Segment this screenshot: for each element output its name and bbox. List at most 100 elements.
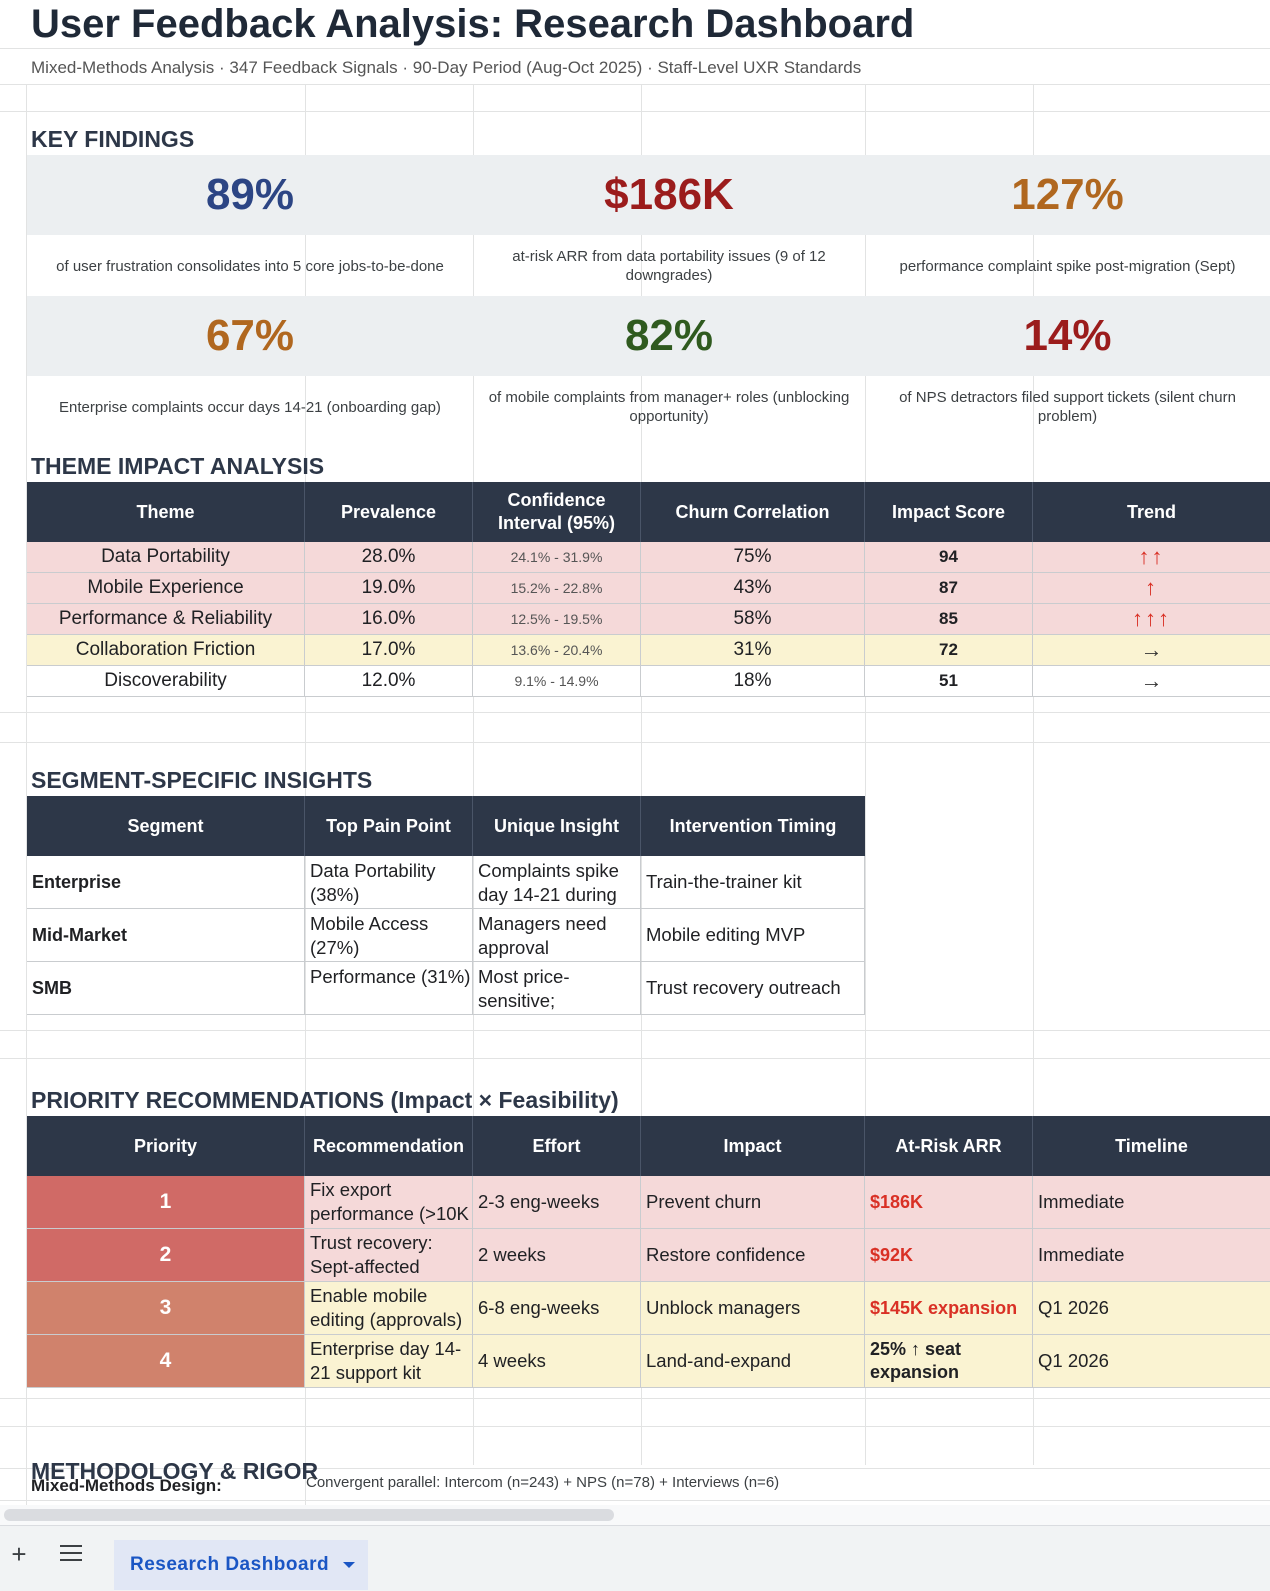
impact-cell[interactable]: Restore confidence [641,1229,865,1282]
impact-score-cell[interactable]: 87 [865,573,1033,604]
column-header[interactable]: Confidence Interval (95%) [473,482,641,542]
at-risk-arr-cell[interactable]: 25% ↑ seat expansion [865,1335,1033,1388]
timing-cell[interactable]: Trust recovery outreach [641,962,865,1015]
theme-cell[interactable]: Discoverability [27,666,305,697]
kpi-value: 67% [205,311,295,360]
prevalence-cell[interactable]: 17.0% [305,635,473,666]
column-header[interactable]: Segment [27,796,305,856]
caret-down-icon[interactable] [343,1562,356,1568]
sheet-tab-research-dashboard[interactable]: Research Dashboard [114,1540,368,1590]
insight-cell[interactable]: Complaints spike day 14-21 during [473,856,641,909]
trend-cell[interactable]: ↑↑ [1033,542,1270,573]
pain-point-cell[interactable]: Performance (31%) [305,962,473,1015]
column-header[interactable]: Recommendation [305,1116,473,1176]
segment-cell[interactable]: SMB [27,962,305,1015]
impact-cell[interactable]: Prevent churn [641,1176,865,1229]
grid-line [0,1426,1270,1427]
column-header[interactable]: Timeline [1033,1116,1270,1176]
theme-cell[interactable]: Mobile Experience [27,573,305,604]
prevalence-cell[interactable]: 16.0% [305,604,473,635]
priority-cell[interactable]: 3 [27,1282,305,1335]
theme-cell[interactable]: Performance & Reliability [27,604,305,635]
theme-cell[interactable]: Collaboration Friction [27,635,305,666]
timeline-cell[interactable]: Immediate [1033,1176,1270,1229]
column-header[interactable]: Impact Score [865,482,1033,542]
segment-cell[interactable]: Mid-Market [27,909,305,962]
grid-line [641,85,642,1465]
prevalence-cell[interactable]: 12.0% [305,666,473,697]
churn-cell[interactable]: 31% [641,635,865,666]
grid-line [0,1030,1270,1031]
ci-cell[interactable]: 12.5% - 19.5% [473,604,641,635]
prevalence-cell[interactable]: 28.0% [305,542,473,573]
at-risk-arr-cell[interactable]: $186K [865,1176,1033,1229]
ci-cell[interactable]: 13.6% - 20.4% [473,635,641,666]
timeline-cell[interactable]: Q1 2026 [1033,1282,1270,1335]
segment-cell[interactable]: Enterprise [27,856,305,909]
insight-cell[interactable]: Managers need approval [473,909,641,962]
recommendation-cell[interactable]: Trust recovery: Sept-affected [305,1229,473,1282]
column-header[interactable]: Prevalence [305,482,473,542]
ci-cell[interactable]: 24.1% - 31.9% [473,542,641,573]
effort-cell[interactable]: 2-3 eng-weeks [473,1176,641,1229]
column-header[interactable]: Intervention Timing [641,796,865,856]
grid-line [0,1468,1270,1469]
column-header[interactable]: At-Risk ARR [865,1116,1033,1176]
impact-cell[interactable]: Land-and-expand [641,1335,865,1388]
effort-cell[interactable]: 2 weeks [473,1229,641,1282]
recommendation-cell[interactable]: Enterprise day 14-21 support kit [305,1335,473,1388]
ci-cell[interactable]: 15.2% - 22.8% [473,573,641,604]
churn-cell[interactable]: 75% [641,542,865,573]
at-risk-arr-cell[interactable]: $145K expansion [865,1282,1033,1335]
column-header[interactable]: Impact [641,1116,865,1176]
timing-cell[interactable]: Mobile editing MVP [641,909,865,962]
prevalence-cell[interactable]: 19.0% [305,573,473,604]
insight-cell[interactable]: Most price-sensitive; [473,962,641,1015]
recommendation-cell[interactable]: Enable mobile editing (approvals) [305,1282,473,1335]
effort-cell[interactable]: 4 weeks [473,1335,641,1388]
impact-cell[interactable]: Unblock managers [641,1282,865,1335]
impact-score-cell[interactable]: 51 [865,666,1033,697]
methodology-value: Convergent parallel: Intercom (n=243) + … [306,1474,780,1491]
recommendation-cell[interactable]: Fix export performance (>10K [305,1176,473,1229]
plus-icon[interactable]: + [11,1539,27,1569]
column-header[interactable]: Priority [27,1116,305,1176]
churn-cell[interactable]: 43% [641,573,865,604]
churn-cell[interactable]: 18% [641,666,865,697]
column-header[interactable]: Top Pain Point [305,796,473,856]
trend-cell[interactable]: → [1033,635,1270,666]
timeline-cell[interactable]: Immediate [1033,1229,1270,1282]
theme-cell[interactable]: Data Portability [27,542,305,573]
impact-score-cell[interactable]: 72 [865,635,1033,666]
priority-cell[interactable]: 2 [27,1229,305,1282]
trend-cell[interactable]: ↑ [1033,573,1270,604]
grid-line [0,111,1270,112]
list-icon[interactable] [60,1545,82,1563]
kpi-description: performance complaint spike post-migrati… [899,257,1236,275]
column-header[interactable]: Trend [1033,482,1270,542]
timing-cell[interactable]: Train-the-trainer kit [641,856,865,909]
trend-cell[interactable]: → [1033,666,1270,697]
column-header[interactable]: Effort [473,1116,641,1176]
effort-cell[interactable]: 6-8 eng-weeks [473,1282,641,1335]
column-header[interactable]: Churn Correlation [641,482,865,542]
scrollbar-thumb[interactable] [4,1509,614,1521]
priority-cell[interactable]: 4 [27,1335,305,1388]
impact-score-cell[interactable]: 94 [865,542,1033,573]
grid-line [26,85,27,1505]
priority-cell[interactable]: 1 [27,1176,305,1229]
column-header[interactable]: Theme [27,482,305,542]
trend-cell[interactable]: ↑↑↑ [1033,604,1270,635]
methodology-label: Mixed-Methods Design: [31,1476,222,1495]
churn-cell[interactable]: 58% [641,604,865,635]
column-header[interactable]: Unique Insight [473,796,641,856]
grid-line [305,85,306,1505]
pain-point-cell[interactable]: Mobile Access (27%) [305,909,473,962]
pain-point-cell[interactable]: Data Portability (38%) [305,856,473,909]
kpi-value: 89% [205,170,295,219]
timeline-cell[interactable]: Q1 2026 [1033,1335,1270,1388]
impact-score-cell[interactable]: 85 [865,604,1033,635]
spreadsheet-grid[interactable]: User Feedback Analysis: Research Dashboa… [0,0,1270,1525]
at-risk-arr-cell[interactable]: $92K [865,1229,1033,1282]
ci-cell[interactable]: 9.1% - 14.9% [473,666,641,697]
